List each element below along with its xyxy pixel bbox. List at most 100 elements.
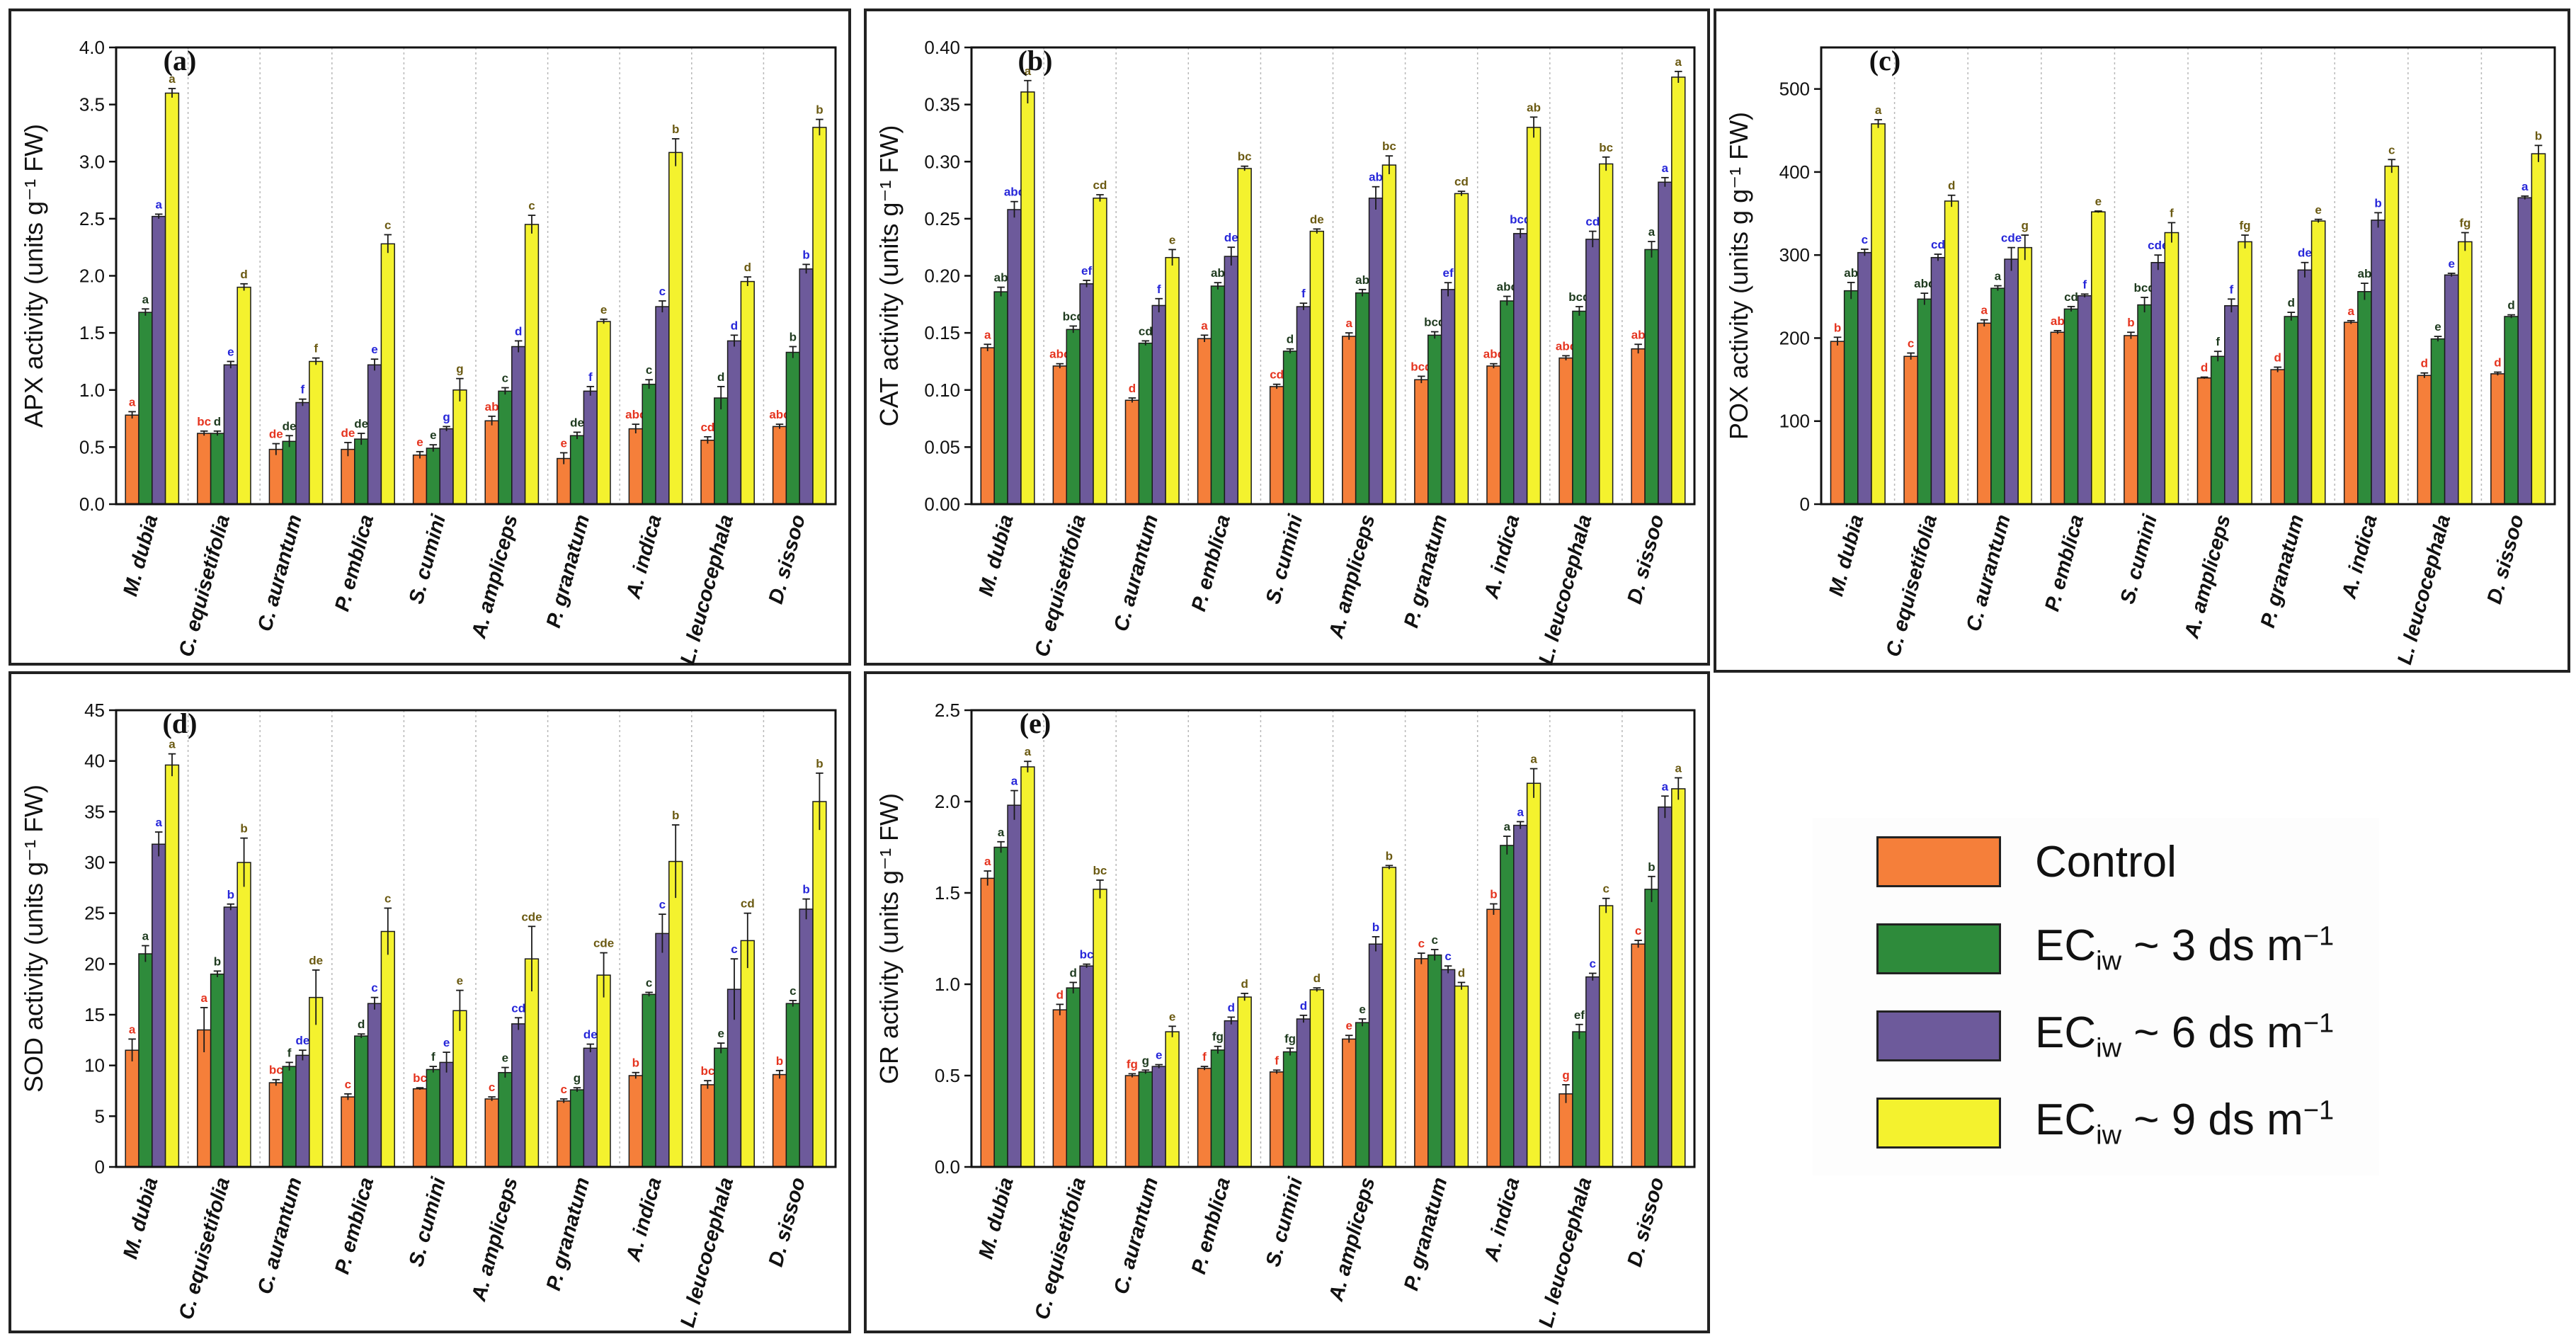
significance-label: c	[1431, 933, 1437, 947]
significance-label: a	[2521, 180, 2529, 193]
bar-ec9	[812, 801, 827, 1168]
bar-ec3	[1282, 1051, 1298, 1168]
significance-label: d	[2494, 356, 2501, 370]
y-tick-label: 1.0	[79, 380, 105, 401]
legend-label-ec6: ECiw ~ 6 ds m−1	[2035, 1008, 2335, 1064]
legend-swatch-ec9	[1876, 1098, 2001, 1149]
significance-label: f	[301, 383, 305, 397]
bar-ec9	[164, 92, 180, 505]
bar-ec9	[2458, 241, 2473, 505]
bar-ec6	[152, 843, 166, 1168]
significance-label: f	[588, 370, 593, 384]
significance-label: a	[1201, 319, 1208, 332]
bar-control	[1830, 341, 1845, 505]
significance-label: c	[2388, 143, 2395, 156]
axes-frame	[970, 46, 1696, 506]
category-label: C. equisetifolia	[175, 1175, 234, 1323]
bar-ec6	[439, 1061, 454, 1168]
significance-label: ef	[1574, 1008, 1585, 1022]
significance-label: c	[489, 1081, 495, 1094]
panel-label: (c)	[1869, 45, 1900, 76]
legend-label-control: Control	[2035, 837, 2177, 887]
category-label: P. emblica	[331, 1175, 378, 1277]
significance-label: e	[600, 303, 607, 317]
significance-label: e	[227, 345, 234, 358]
significance-label: c	[731, 942, 737, 956]
bar-ec6	[655, 933, 670, 1168]
bar-ec9	[1093, 198, 1107, 505]
category-label: A. amplicеps	[467, 513, 522, 642]
bar-ec6	[1658, 181, 1672, 505]
significance-label: c	[659, 285, 666, 298]
significance-label: d	[1056, 988, 1064, 1001]
bar-ec9	[668, 152, 683, 505]
bar-control	[700, 1084, 715, 1168]
bar-ec9	[1598, 163, 1614, 505]
bar-ec6	[2224, 304, 2239, 505]
significance-label: cd	[1093, 178, 1107, 192]
bar-ec6	[1513, 824, 1528, 1168]
y-tick-label: 4.0	[79, 37, 105, 58]
significance-label: bc	[1382, 139, 1396, 153]
bar-control	[1903, 355, 1918, 505]
significance-label: de	[354, 417, 368, 431]
bar-control	[628, 428, 643, 505]
category-label: D. sissoo	[765, 513, 810, 607]
y-tick-label: 0.05	[924, 436, 960, 457]
significance-label: e	[2095, 195, 2102, 208]
significance-label: d	[2421, 357, 2428, 370]
bar-ec9	[1671, 788, 1686, 1168]
bar-control	[1124, 1075, 1140, 1168]
category-label: C. equisetifolia	[175, 513, 234, 660]
bar-ec9	[1526, 782, 1541, 1168]
bar-ec3	[2063, 308, 2079, 505]
significance-label: bc	[1080, 948, 1094, 962]
significance-label: c	[1908, 337, 1914, 351]
significance-label: a	[1011, 775, 1018, 788]
significance-label: bc	[1599, 141, 1613, 154]
chart-panel-d: 0 5 10 15 20 25 30 35 40 45 a a a a M. dubia a b b b C. equ…	[19, 700, 837, 1330]
significance-label: c	[1444, 950, 1451, 963]
axes-frame	[115, 46, 837, 506]
bar-ec6	[511, 346, 526, 505]
significance-label: e	[2315, 203, 2321, 217]
bar-ec3	[993, 291, 1008, 505]
bar-control	[484, 420, 499, 505]
significance-label: de	[283, 419, 297, 433]
y-axis-label: GR activity (units g⁻¹ FW)	[874, 793, 904, 1084]
significance-label: f	[2082, 278, 2087, 291]
bar-ec9	[452, 1010, 467, 1168]
y-tick-label: 35	[84, 801, 105, 822]
significance-label: g	[2022, 219, 2029, 232]
significance-label: abc	[1497, 280, 1517, 294]
category-label: P. granatum	[542, 1175, 594, 1294]
significance-label: ab	[1211, 266, 1225, 280]
significance-label: b	[2127, 316, 2134, 329]
bar-control	[1414, 958, 1429, 1168]
category-label: D. sissoo	[765, 1175, 810, 1270]
significance-label: ef	[1081, 264, 1092, 278]
bar-control	[557, 457, 571, 505]
significance-label: e	[1156, 1049, 1162, 1062]
category-label: A. amplicеps	[1325, 513, 1379, 642]
significance-label: e	[502, 1052, 508, 1065]
bar-ec9	[812, 127, 827, 505]
significance-label: ab	[1527, 101, 1541, 114]
significance-label: e	[2448, 257, 2454, 270]
significance-label: a	[200, 991, 207, 1005]
bar-ec9	[1093, 889, 1107, 1168]
bar-ec3	[138, 312, 153, 505]
bar-control	[2270, 369, 2285, 505]
significance-label: a	[169, 738, 176, 751]
significance-label: d	[1458, 966, 1465, 979]
significance-label: a	[1662, 780, 1669, 793]
significance-label: b	[2535, 129, 2542, 142]
significance-label: a	[984, 328, 991, 341]
significance-label: c	[659, 898, 666, 911]
y-tick-label: 2.0	[79, 266, 105, 287]
legend-item-ec6: ECiw ~ 6 ds m−1	[1876, 1008, 2334, 1064]
significance-label: cde	[521, 910, 542, 923]
bar-control	[125, 1049, 139, 1168]
significance-label: a	[1675, 761, 1682, 775]
y-tick-label: 0.30	[924, 151, 960, 172]
